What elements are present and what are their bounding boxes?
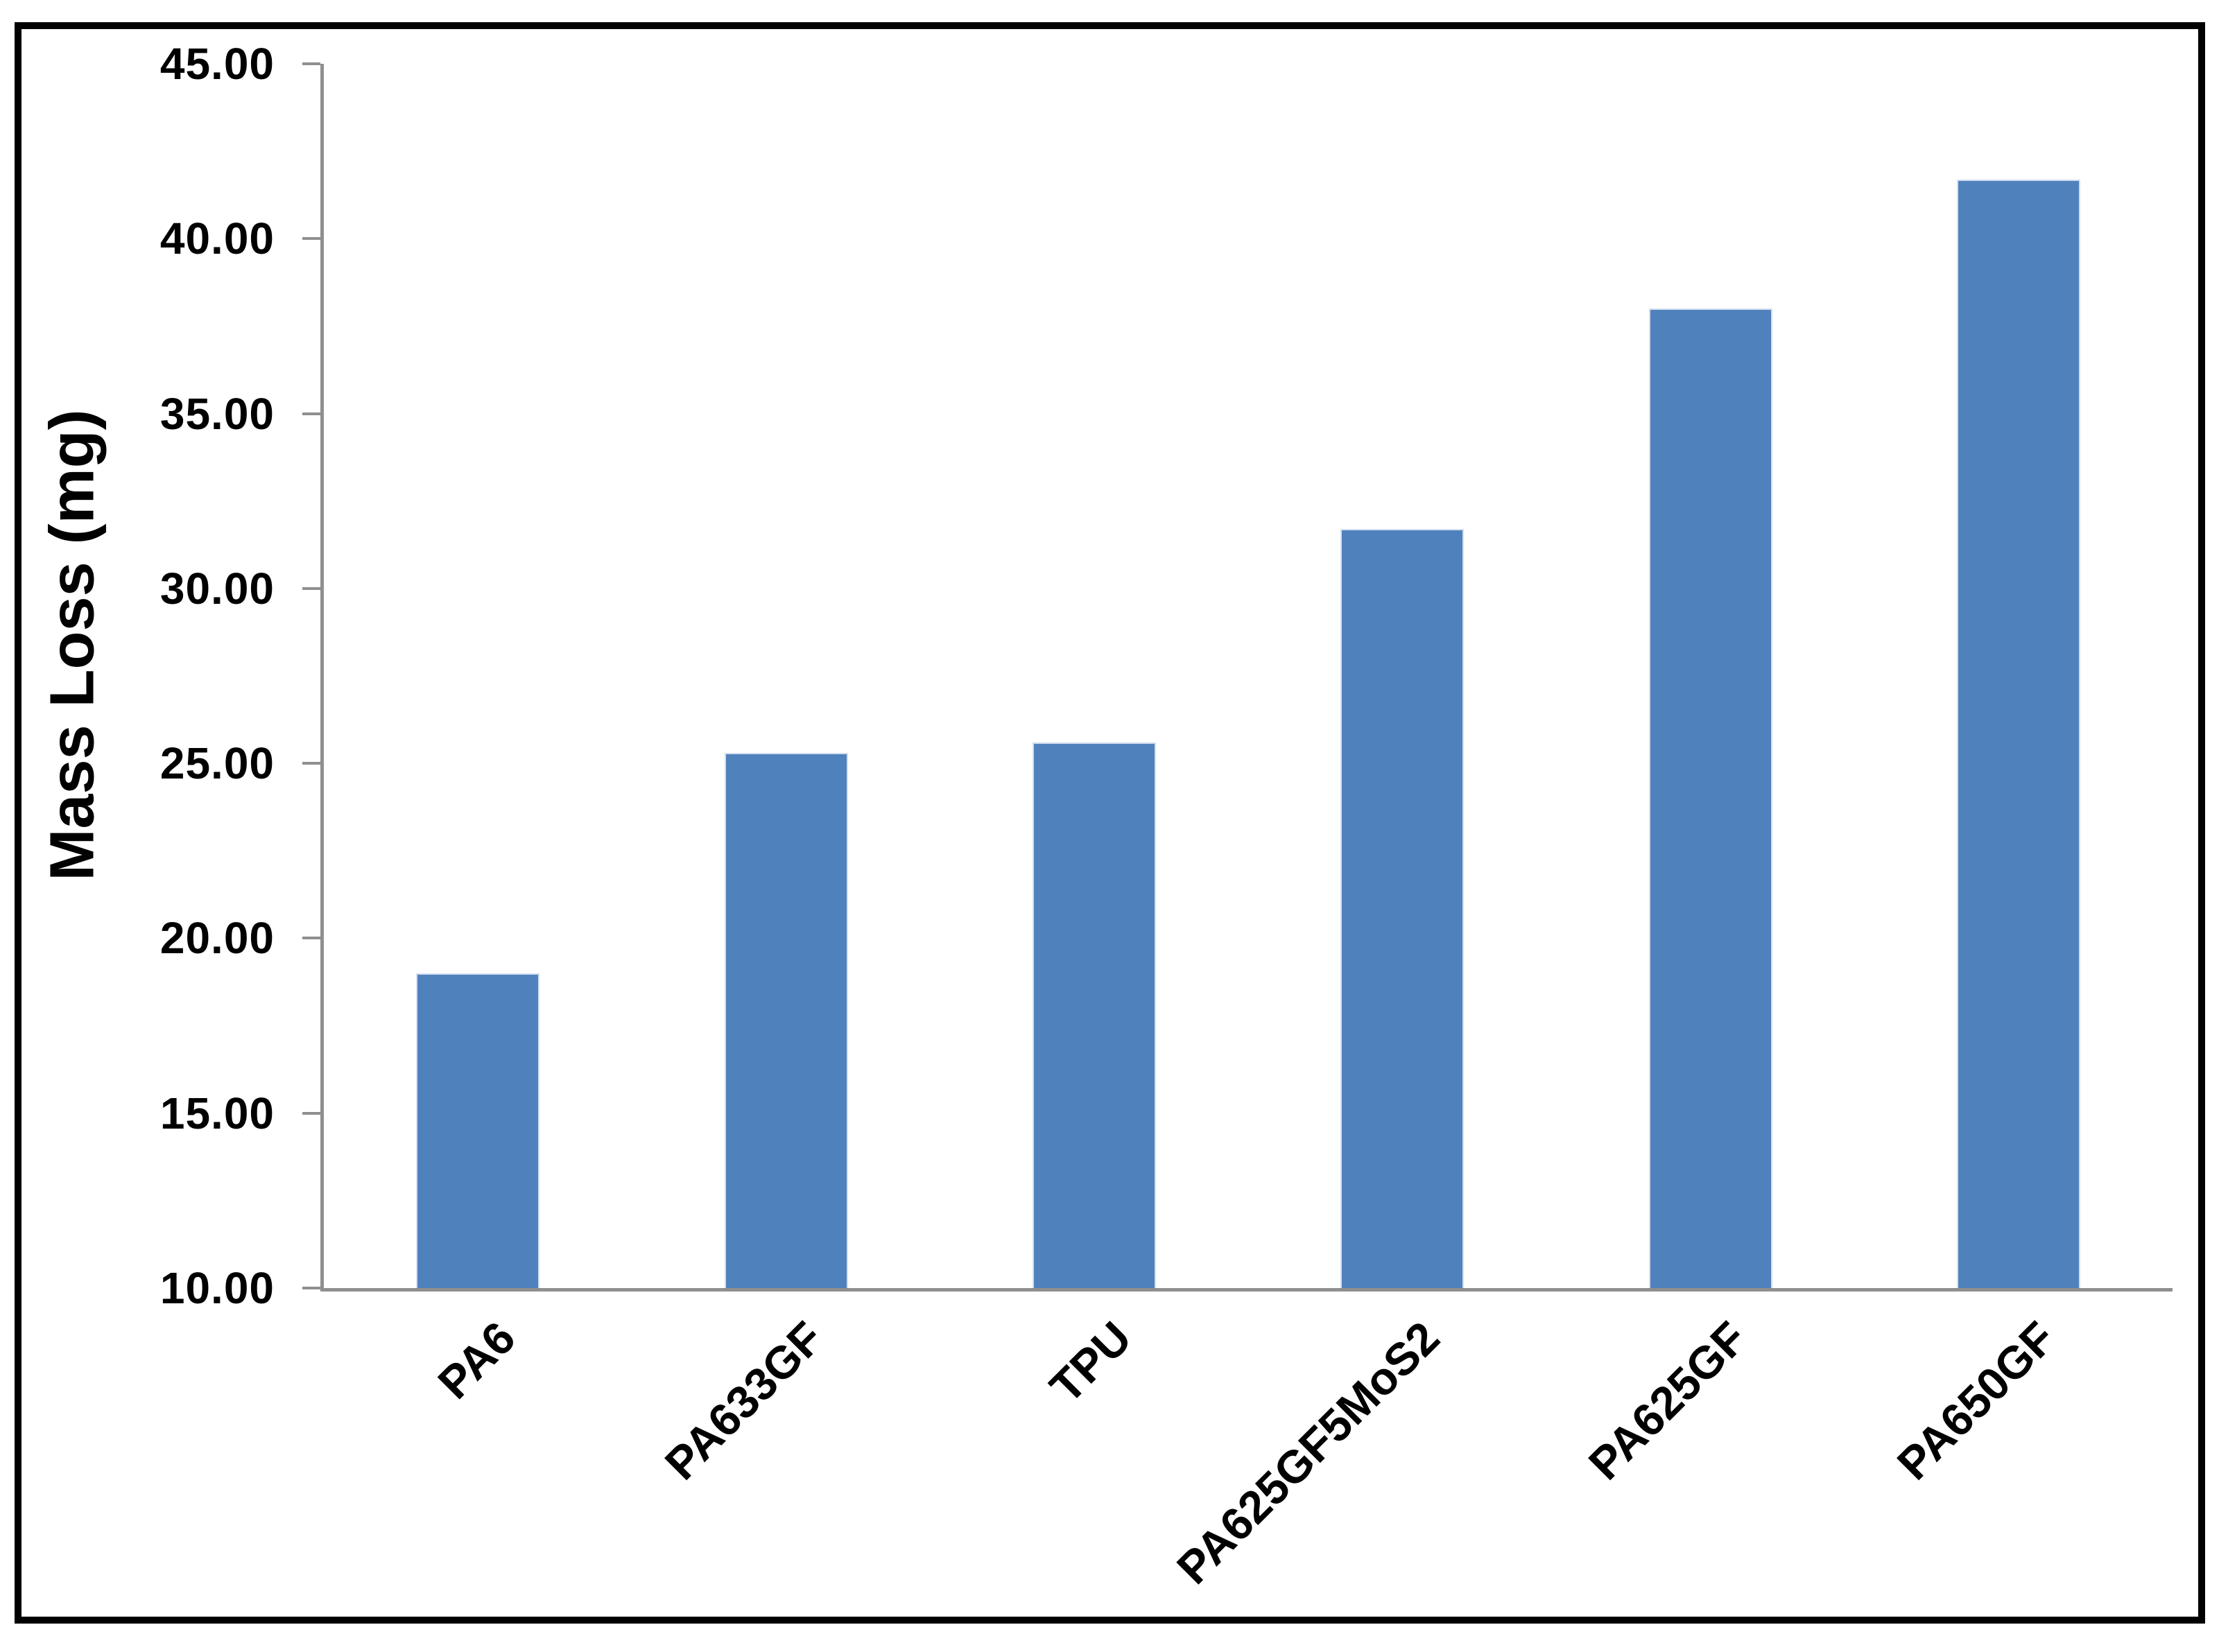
y-tick-mark xyxy=(302,237,320,240)
y-tick-mark xyxy=(302,1287,320,1289)
y-tick-mark xyxy=(302,1112,320,1115)
y-tick-mark xyxy=(302,62,320,65)
y-tick-label: 15.00 xyxy=(159,1088,275,1138)
y-tick-label: 30.00 xyxy=(159,564,275,614)
y-tick-label: 10.00 xyxy=(159,1263,275,1313)
plot-area xyxy=(324,64,2173,1288)
y-tick-label: 35.00 xyxy=(159,389,275,439)
y-axis-line xyxy=(320,64,324,1292)
bar-PA625GF5MoS2 xyxy=(1340,529,1464,1288)
y-tick-label: 45.00 xyxy=(159,39,275,89)
y-tick-mark xyxy=(302,587,320,590)
bar-PA650GF xyxy=(1957,180,2080,1288)
x-axis-line xyxy=(320,1288,2173,1292)
y-tick-label: 20.00 xyxy=(159,913,275,963)
bar-TPU xyxy=(1033,742,1156,1288)
y-axis-title: Mass Loss (mg) xyxy=(37,408,107,881)
bar-PA625GF xyxy=(1649,308,1772,1288)
y-tick-mark xyxy=(302,937,320,939)
y-tick-mark xyxy=(302,762,320,765)
y-tick-label: 40.00 xyxy=(159,214,275,263)
bar-PA6 xyxy=(416,973,539,1288)
y-tick-label: 25.00 xyxy=(159,738,275,788)
y-tick-mark xyxy=(302,412,320,415)
bar-PA633GF xyxy=(725,753,848,1288)
